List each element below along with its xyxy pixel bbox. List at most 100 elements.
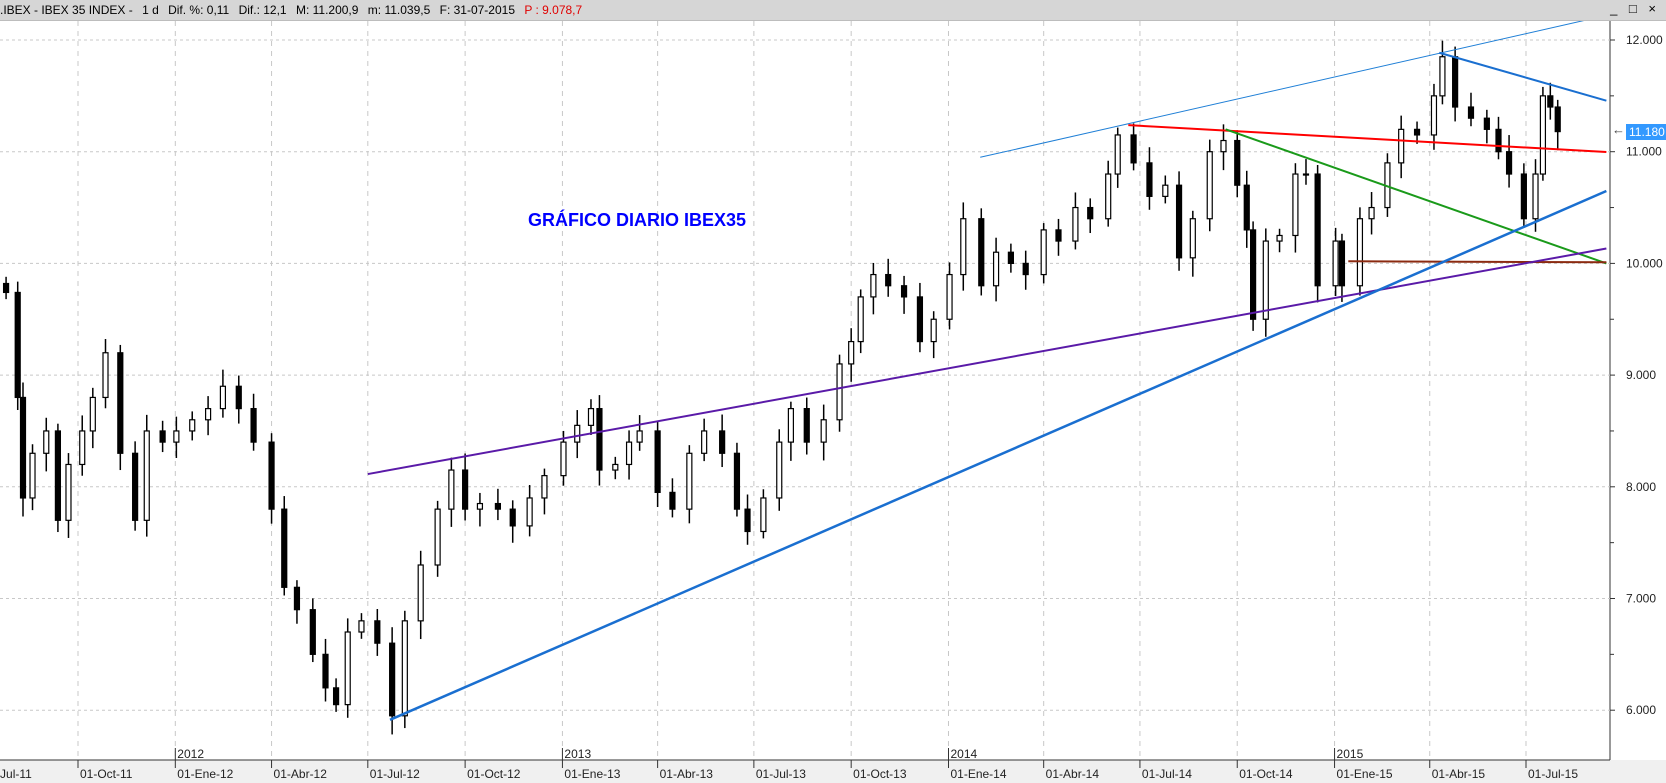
trendline (389, 189, 1607, 721)
candle-body (596, 408, 603, 471)
candle (65, 453, 72, 538)
candle-body (1220, 139, 1227, 153)
candle (848, 328, 855, 382)
y-tick-label: 6.000 (1626, 703, 1656, 717)
candle (189, 411, 196, 441)
candle-body (820, 419, 827, 443)
candle-body (857, 296, 864, 343)
candle (1072, 192, 1079, 250)
candle (1040, 223, 1047, 284)
candle-body (574, 424, 581, 443)
trendline (367, 247, 1607, 476)
candle-body (1250, 229, 1257, 320)
candle-body (448, 469, 455, 510)
candle (1505, 135, 1513, 188)
x-tick-label: 01-Jul-15 (1528, 767, 1578, 781)
candle (960, 202, 967, 291)
candle (719, 414, 726, 468)
candle (117, 344, 124, 471)
year-label: 2014 (950, 747, 977, 761)
trendline (1225, 128, 1607, 265)
candle (885, 258, 892, 297)
candle-body (733, 452, 741, 510)
candle (448, 457, 455, 527)
candle-body (374, 620, 381, 644)
candle-body (2, 282, 10, 294)
candle (143, 414, 150, 537)
candle (1495, 116, 1502, 160)
candle (686, 445, 693, 524)
candle-body (235, 385, 242, 410)
candle-body (1368, 206, 1375, 220)
candle (803, 397, 810, 455)
candle-body (494, 502, 502, 510)
trendline (1438, 51, 1607, 102)
candle (733, 442, 741, 517)
candle-body (1505, 151, 1513, 175)
candle-body (654, 430, 661, 493)
high-label: M: 11.200,9 (295, 3, 359, 17)
candle-body (1292, 173, 1299, 237)
candle (29, 444, 36, 511)
candle (992, 237, 1000, 302)
y-tick-label: 8.000 (1626, 480, 1656, 494)
candle-body (250, 408, 257, 443)
candle (1332, 227, 1339, 297)
x-tick-label: 01-Oct-14 (1239, 767, 1293, 781)
x-tick-label: 01-Ene-14 (950, 767, 1006, 781)
x-tick-label: 01-Ene-13 (564, 767, 620, 781)
candle (1114, 127, 1121, 188)
y-tick-label: 9.000 (1626, 368, 1656, 382)
candle-body (14, 291, 21, 399)
candle (1276, 228, 1283, 253)
candle (43, 417, 50, 472)
symbol-label: .IBEX - IBEX 35 INDEX - (0, 3, 133, 17)
candle-body (417, 564, 424, 622)
candle-body (1338, 240, 1346, 287)
candle-body (19, 396, 27, 499)
candle-body (992, 251, 1000, 287)
candle-body (916, 296, 924, 343)
candle (1302, 159, 1310, 185)
candle-body (760, 497, 767, 533)
candle-body (1483, 117, 1490, 130)
candle-body (719, 430, 726, 454)
candle-body (117, 352, 124, 454)
candle-body (219, 385, 227, 410)
candle (1520, 163, 1527, 226)
candle-body (1495, 128, 1502, 153)
candle (204, 396, 212, 436)
candle (2, 276, 10, 300)
candle-body (625, 441, 633, 466)
candle-body (744, 508, 751, 533)
window-controls[interactable]: _ □ × (1610, 1, 1660, 16)
candle (930, 311, 937, 359)
candle (669, 478, 676, 518)
candle-body (1206, 151, 1213, 220)
candle-body (1007, 251, 1014, 264)
candle-body (776, 441, 783, 499)
candle (1220, 124, 1227, 171)
x-tick-label: 01-Oct-11 (80, 767, 133, 781)
candle-body (43, 430, 50, 454)
candle-body (132, 452, 139, 521)
x-tick-label: 01-Oct-13 (853, 767, 907, 781)
x-tick-label: 01-Jul-12 (370, 767, 420, 781)
candle-body (268, 441, 275, 510)
candle-body (1430, 95, 1438, 136)
candle-body (332, 687, 340, 706)
candle (636, 415, 643, 451)
candle-body (1130, 134, 1137, 164)
candle (1234, 130, 1241, 198)
candle (1356, 207, 1364, 296)
candle-body (526, 497, 533, 527)
x-tick-label: 01-Ene-12 (177, 767, 233, 781)
candle (1243, 170, 1250, 248)
candle (1292, 163, 1299, 253)
candle-body (1302, 173, 1310, 176)
candle-body (1262, 240, 1269, 320)
low-label: m: 11.039,5 (367, 3, 431, 17)
candle (1206, 139, 1213, 232)
candle (401, 610, 408, 729)
y-tick-label: 12.000 (1626, 33, 1663, 47)
